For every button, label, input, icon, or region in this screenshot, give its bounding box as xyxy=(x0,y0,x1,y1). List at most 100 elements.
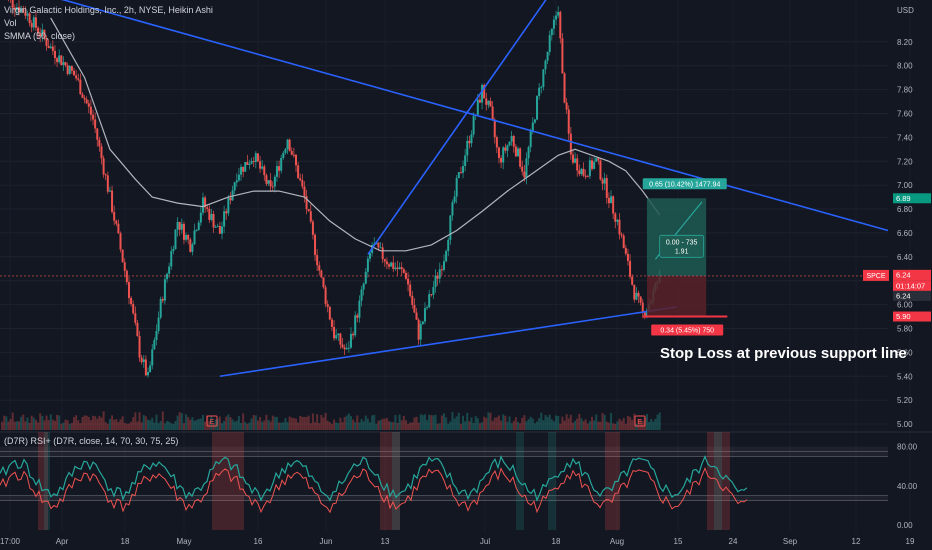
volume-bar xyxy=(227,414,230,430)
rsi-legend[interactable]: (D7R) RSI+ (D7R, close, 14, 70, 30, 75, … xyxy=(4,436,179,446)
candle-body xyxy=(244,162,247,172)
volume-bar xyxy=(168,421,171,430)
candle-body xyxy=(166,273,169,280)
y-tick-label: 6.00 xyxy=(897,301,913,310)
candle-body xyxy=(476,99,479,115)
volume-bar xyxy=(157,423,160,430)
candle-body xyxy=(328,306,331,320)
volume-bar xyxy=(432,415,435,430)
candle-body xyxy=(559,11,562,39)
candle-body xyxy=(390,262,393,267)
volume-bar xyxy=(383,418,386,430)
volume-bar xyxy=(254,415,257,430)
candle-body xyxy=(637,292,640,297)
candle-body xyxy=(607,197,610,204)
volume-bar xyxy=(385,417,388,430)
volume-bar xyxy=(26,417,29,430)
candle-body xyxy=(201,197,204,213)
candle-body xyxy=(284,149,287,153)
candle-body xyxy=(407,278,410,285)
volume-bar xyxy=(197,418,200,430)
candle-body xyxy=(593,161,596,169)
center-label-2: 1.91 xyxy=(675,248,689,255)
volume-bar xyxy=(381,418,384,430)
candle-body xyxy=(449,215,452,240)
volume-bar xyxy=(147,419,149,430)
x-tick-label: May xyxy=(176,537,191,546)
candle-body xyxy=(584,175,587,177)
candle-body xyxy=(468,140,471,144)
candle-body xyxy=(132,304,135,314)
volume-bar xyxy=(5,416,8,430)
earnings-marker xyxy=(634,415,646,427)
volume-bar xyxy=(333,419,336,430)
candle-body xyxy=(22,8,25,13)
candle-body xyxy=(466,140,469,156)
time-axis[interactable]: 17:00 Apr 18 May 16 Jun 13 Jul 18 Aug 15 24 Sep 12 19 xyxy=(0,532,932,550)
candle-body xyxy=(193,230,196,245)
volume-bar xyxy=(248,422,251,430)
candle-body xyxy=(221,226,223,234)
candle-body xyxy=(212,213,215,228)
candle-body xyxy=(472,115,475,135)
time-axis-bg xyxy=(0,532,932,550)
volume-bar xyxy=(163,423,166,430)
volume-bar xyxy=(356,415,359,430)
indicator-vol[interactable]: Vol xyxy=(4,18,17,28)
volume-bar xyxy=(273,416,276,430)
candle-body xyxy=(538,87,541,97)
volume-bar xyxy=(195,419,198,430)
volume-bar xyxy=(546,416,549,430)
volume-bar xyxy=(502,414,505,430)
price-label-bg xyxy=(893,269,931,280)
candle-body xyxy=(70,66,73,71)
volume-bar xyxy=(360,418,363,430)
candle-body xyxy=(436,275,439,279)
rsi-zone-bear xyxy=(605,432,620,530)
candle-body xyxy=(571,154,574,163)
candle-body xyxy=(11,0,14,8)
candle-body xyxy=(629,260,632,277)
candle-body xyxy=(159,299,162,318)
trendlines[interactable] xyxy=(0,0,889,378)
candle-body xyxy=(271,186,274,188)
volume-bar xyxy=(603,414,606,430)
volume-bar xyxy=(214,419,217,430)
volume-bar xyxy=(423,414,426,430)
price-axis[interactable]: 8.20 8.00 7.80 7.60 7.40 7.20 7.00 6.80 6.60 6.40… xyxy=(897,6,914,429)
volume-bar xyxy=(43,420,46,430)
indicator-smma[interactable]: SMMA (50, close) xyxy=(4,31,76,41)
volume-bar xyxy=(121,416,124,430)
candle-body xyxy=(250,161,253,164)
volume-bar xyxy=(402,415,405,430)
rsi-tick-label: 80.00 xyxy=(897,443,918,452)
candle-body xyxy=(28,13,31,24)
candle-body xyxy=(421,321,424,325)
candle-body xyxy=(358,300,361,318)
candle-body xyxy=(432,286,435,295)
volume-bar xyxy=(588,421,591,430)
x-tick-label: Jun xyxy=(320,537,333,546)
volume-bar xyxy=(443,413,445,430)
stop-loss-annotation[interactable]: Stop Loss at previous support line xyxy=(660,345,907,362)
candle-body xyxy=(96,128,99,140)
candle-body xyxy=(523,171,526,178)
volume-bar xyxy=(265,414,268,430)
volume-bar xyxy=(487,412,490,430)
candle-body xyxy=(563,73,566,103)
candle-body xyxy=(176,221,179,230)
volume-bar xyxy=(119,419,122,430)
candle-body xyxy=(493,119,496,138)
candle-body xyxy=(98,139,101,147)
candle-body xyxy=(147,372,149,376)
symbol-line[interactable]: Virgin Galactic Holdings, Inc., 2h, NYSE… xyxy=(4,5,213,15)
position-tool[interactable]: 0.65 (10.42%) 1477.94 0.00 - 735 1.91 0.34 … xyxy=(0,178,888,427)
candle-body xyxy=(197,222,200,230)
volume-bar xyxy=(170,423,173,430)
volume-bar xyxy=(271,415,274,430)
candle-body xyxy=(426,307,429,309)
rsi-zone-bull xyxy=(44,432,50,530)
candle-body xyxy=(62,62,65,65)
candle-body xyxy=(616,219,619,222)
